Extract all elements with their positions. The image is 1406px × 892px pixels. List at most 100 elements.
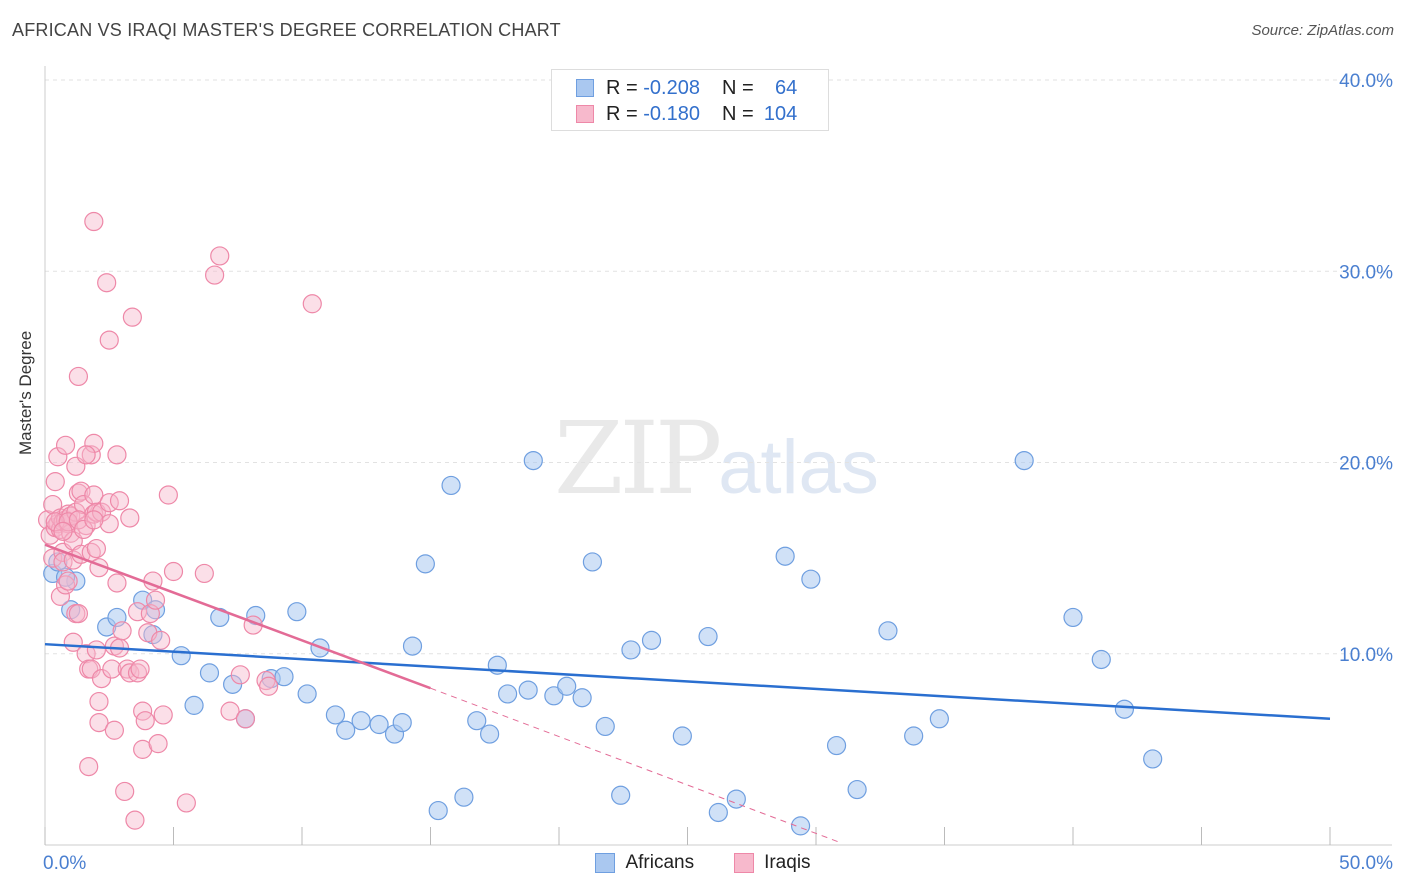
iraqis-point xyxy=(210,246,230,266)
iraqis-point xyxy=(163,561,184,582)
africans-swatch xyxy=(576,79,594,97)
africans-point xyxy=(351,711,371,731)
legend-r-label: R = xyxy=(606,76,638,99)
iraqis-point xyxy=(97,273,117,293)
iraqis-point xyxy=(130,659,150,679)
africans-point xyxy=(1114,699,1135,719)
iraqis-point xyxy=(58,571,78,591)
x-tick-label: 50.0% xyxy=(1339,853,1393,874)
legend-n-label: N = xyxy=(721,76,754,99)
iraqis-point xyxy=(151,630,171,650)
y-tick-label: 30.0% xyxy=(1339,262,1393,283)
watermark: ZIPatlas xyxy=(554,400,879,517)
iraqis-point xyxy=(104,720,124,740)
legend-item-africans: Africans xyxy=(595,852,694,874)
africans-point xyxy=(415,554,435,574)
legend-item-iraqis: Iraqis xyxy=(734,852,811,874)
iraqis-point xyxy=(109,491,130,511)
africans-point xyxy=(544,686,564,706)
africans-point xyxy=(480,724,500,744)
iraqis-point xyxy=(135,711,155,731)
iraqis-point xyxy=(120,663,140,683)
trend-lines xyxy=(44,543,1331,844)
iraqis-point xyxy=(68,603,89,624)
legend-label: Africans xyxy=(625,852,695,873)
chart-title: AFRICAN VS IRAQI MASTER'S DEGREE CORRELA… xyxy=(12,20,561,40)
africans-point xyxy=(369,714,389,735)
iraqis-point xyxy=(99,514,119,534)
iraqis-point xyxy=(45,472,65,492)
y-tick-label: 20.0% xyxy=(1339,454,1393,475)
iraqis-point xyxy=(258,676,279,696)
africans-point xyxy=(392,712,412,733)
iraqis-point xyxy=(107,573,127,593)
iraqis-point xyxy=(81,445,101,465)
gridlines xyxy=(45,79,1392,655)
legend-n-label: N = xyxy=(721,102,754,125)
africans-trend-line xyxy=(44,642,1331,721)
africans-point xyxy=(621,640,641,660)
iraqis-point xyxy=(89,712,109,733)
africans-point xyxy=(325,705,346,725)
africans-point xyxy=(498,684,518,704)
iraqis-point xyxy=(43,548,63,568)
africans-point xyxy=(1063,607,1083,628)
africans-point xyxy=(929,709,949,729)
y-tick-label: 10.0% xyxy=(1339,645,1393,666)
africans-point xyxy=(582,552,603,572)
legend-row-africans: R = -0.208 N = 64 xyxy=(576,76,797,100)
africans-point xyxy=(878,621,898,641)
iraqis-point xyxy=(102,659,122,679)
africans-point xyxy=(518,680,538,700)
africans-point xyxy=(708,802,728,823)
iraqis-point xyxy=(107,445,127,465)
africans-point xyxy=(171,646,191,666)
source-label: Source: ZipAtlas.com xyxy=(1251,22,1394,39)
iraqis-point xyxy=(125,810,145,830)
africans-point xyxy=(454,787,474,807)
iraqis-point xyxy=(86,640,107,660)
iraqis-point xyxy=(50,586,71,606)
africans-point xyxy=(904,726,924,746)
iraqis-point xyxy=(122,307,142,327)
legend-row-iraqis: R = -0.180 N = 104 xyxy=(576,102,797,126)
iraqis-point xyxy=(205,265,225,285)
africans-point xyxy=(274,667,294,687)
iraqis-point xyxy=(48,447,68,467)
legend-r-label: R = xyxy=(606,102,638,125)
iraqis-point xyxy=(220,701,240,721)
iraqis-point xyxy=(63,550,83,570)
africans-swatch xyxy=(595,853,616,873)
africans-point xyxy=(790,816,811,836)
legend-n-value: 104 xyxy=(763,102,798,125)
iraqis-point xyxy=(76,445,96,465)
legend-label: Iraqis xyxy=(764,852,811,873)
iraqis-point xyxy=(86,538,107,559)
iraqis-trend-line xyxy=(44,543,431,690)
iraqis-point xyxy=(194,563,214,584)
africans-point xyxy=(557,676,577,696)
africans-point xyxy=(441,475,461,496)
africans-point xyxy=(184,695,204,715)
iraqis-point xyxy=(148,734,168,754)
iraqis-point xyxy=(86,502,107,522)
africans-point xyxy=(1091,649,1111,670)
iraqis-point xyxy=(84,211,104,232)
iraqis-point xyxy=(115,781,135,802)
africans-point xyxy=(402,636,423,656)
africans-point xyxy=(641,630,662,650)
africans-points xyxy=(43,450,1163,836)
iraqis-point xyxy=(73,519,94,540)
tick-labels: 10.0% 20.0% 30.0% 40.0% 0.0% 50.0% xyxy=(43,71,1393,874)
africans-point xyxy=(801,569,821,589)
iraqis-point xyxy=(302,294,322,314)
africans-point xyxy=(595,716,615,737)
africans-point xyxy=(611,785,631,805)
iraqis-points xyxy=(37,211,322,830)
legend-r-value: -0.208 xyxy=(643,76,700,99)
axes xyxy=(44,66,1392,846)
iraqis-point xyxy=(76,644,96,664)
africans-point xyxy=(336,720,356,740)
x-tick-label: 0.0% xyxy=(43,853,86,874)
iraqis-swatch xyxy=(734,853,755,873)
